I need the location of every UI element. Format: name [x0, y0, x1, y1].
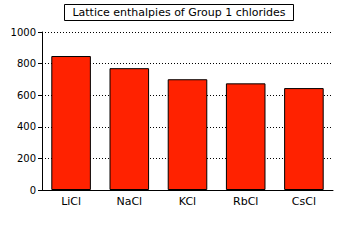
svg-text:RbCl: RbCl	[233, 195, 258, 208]
svg-text:NaCl: NaCl	[116, 195, 142, 208]
svg-text:CsCl: CsCl	[292, 195, 316, 208]
svg-text:0: 0	[30, 185, 36, 196]
svg-text:1000: 1000	[11, 27, 36, 38]
svg-text:KCl: KCl	[179, 195, 196, 208]
svg-text:Lattice enthalpies of Group 1: Lattice enthalpies of Group 1 chlorides	[72, 6, 285, 19]
svg-text:LiCl: LiCl	[61, 195, 81, 208]
svg-text:800: 800	[17, 58, 36, 69]
svg-text:400: 400	[17, 121, 36, 132]
svg-text:200: 200	[17, 153, 36, 164]
svg-text:600: 600	[17, 90, 36, 101]
